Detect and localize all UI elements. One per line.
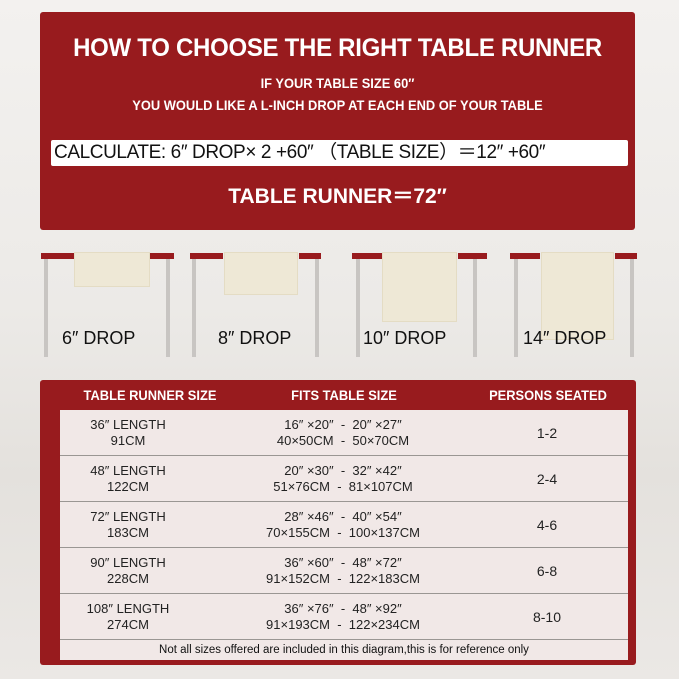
footnote: Not all sizes offered are included in th…: [159, 644, 529, 656]
runner-drop: [224, 252, 298, 295]
calculation-formula: CALCULATE: 6″ DROP× 2 +60″ （TABLE SIZE）＝…: [51, 140, 628, 166]
runner-length-cm: 274CM: [107, 617, 149, 632]
runner-length-in: 36″ LENGTH: [90, 417, 166, 432]
runner-length-in: 90″ LENGTH: [90, 555, 166, 570]
runner-length-cm: 91CM: [110, 433, 146, 448]
table-leg: [630, 259, 634, 357]
fit-inches: 36″ ×60″ - 48″ ×72″: [284, 555, 402, 570]
persons-seated-cell: 4-6: [536, 517, 558, 533]
table-leg: [514, 259, 518, 357]
runner-length-in: 48″ LENGTH: [90, 463, 166, 478]
header-persons-seated: PERSONS SEATED: [489, 387, 607, 403]
runner-size-cell: 72″ LENGTH 183CM: [60, 502, 196, 548]
runner-size-cell: 108″ LENGTH 274CM: [60, 594, 196, 640]
runner-size-cell: 90″ LENGTH 228CM: [60, 548, 196, 594]
persons-seated-cell: 6-8: [536, 563, 558, 579]
fit-cm: 91×152CM - 122×183CM: [266, 571, 420, 586]
drop-label: 6″ DROP: [62, 328, 136, 348]
page-title: HOW TO CHOOSE THE RIGHT TABLE RUNNER: [73, 34, 602, 62]
fits-table-size-cell: 36″ ×60″ - 48″ ×72″ 91×152CM - 122×183CM: [243, 548, 443, 594]
table-top-left: [41, 253, 74, 259]
runner-length-in: 72″ LENGTH: [90, 509, 166, 524]
persons-seated-cell: 1-2: [536, 425, 558, 441]
header-runner-size: TABLE RUNNER SIZE: [83, 387, 217, 403]
table-top-left: [190, 253, 223, 259]
calculation-panel: HOW TO CHOOSE THE RIGHT TABLE RUNNER IF …: [40, 12, 635, 230]
runner-size-cell: 48″ LENGTH 122CM: [60, 456, 196, 502]
fit-inches: 20″ ×30″ - 32″ ×42″: [284, 463, 402, 478]
fit-cm: 40×50CM - 50×70CM: [276, 433, 410, 448]
intro-line-1: IF YOUR TABLE SIZE 60″: [260, 75, 415, 91]
runner-size-cell: 36″ LENGTH 91CM: [60, 410, 196, 456]
runner-length-cm: 228CM: [107, 571, 149, 586]
runner-drop: [541, 252, 614, 340]
table-leg: [356, 259, 360, 357]
drop-label: 14″ DROP: [523, 328, 607, 348]
fit-cm: 70×155CM - 100×137CM: [266, 525, 420, 540]
fit-cm: 91×193CM - 122×234CM: [266, 617, 420, 632]
table-top-right: [458, 253, 487, 259]
table-top-right: [150, 253, 174, 259]
runner-length-cm: 183CM: [107, 525, 149, 540]
table-row: 108″ LENGTH 274CM 36″ ×76″ - 48″ ×92″ 91×1…: [60, 594, 628, 640]
fits-table-size-cell: 16″ ×20″ - 20″ ×27″ 40×50CM - 50×70CM: [243, 410, 443, 456]
runner-length-cm: 122CM: [107, 479, 149, 494]
fits-table-size-cell: 36″ ×76″ - 48″ ×92″ 91×193CM - 122×234CM: [243, 594, 443, 640]
table-row: 72″ LENGTH 183CM 28″ ×46″ - 40″ ×54″ 70×15…: [60, 502, 628, 548]
fits-table-size-cell: 20″ ×30″ - 32″ ×42″ 51×76CM - 81×107CM: [243, 456, 443, 502]
table-leg: [192, 259, 196, 357]
fit-inches: 36″ ×76″ - 48″ ×92″: [284, 601, 402, 616]
table-leg: [315, 259, 319, 357]
fit-inches: 28″ ×46″ - 40″ ×54″: [284, 509, 402, 524]
table-row: 90″ LENGTH 228CM 36″ ×60″ - 48″ ×72″ 91×15…: [60, 548, 628, 594]
size-table: TABLE RUNNER SIZE FITS TABLE SIZE PERSON…: [40, 380, 636, 665]
runner-length-in: 108″ LENGTH: [86, 601, 170, 616]
table-top-right: [299, 253, 321, 259]
table-top-right: [615, 253, 637, 259]
table-leg: [44, 259, 48, 357]
fit-cm: 51×76CM - 81×107CM: [273, 479, 413, 494]
header-fits-table-size: FITS TABLE SIZE: [291, 387, 397, 403]
fits-table-size-cell: 28″ ×46″ - 40″ ×54″ 70×155CM - 100×137CM: [243, 502, 443, 548]
table-leg: [473, 259, 477, 357]
table-leg: [166, 259, 170, 357]
table-row: 48″ LENGTH 122CM 20″ ×30″ - 32″ ×42″ 51×76…: [60, 456, 628, 502]
drop-label: 8″ DROP: [218, 328, 292, 348]
drop-label: 10″ DROP: [363, 328, 447, 348]
intro-line-2: YOU WOULD LIKE A L-INCH DROP AT EACH END…: [132, 97, 543, 113]
calculation-result: TABLE RUNNER＝72″: [228, 185, 447, 208]
table-top-left: [510, 253, 540, 259]
persons-seated-cell: 8-10: [532, 609, 562, 625]
runner-drop: [74, 252, 150, 287]
fit-inches: 16″ ×20″ - 20″ ×27″: [284, 417, 402, 432]
table-top-left: [352, 253, 382, 259]
runner-drop: [382, 252, 457, 322]
table-row: 36″ LENGTH 91CM 16″ ×20″ - 20″ ×27″ 40×50C…: [60, 410, 628, 456]
persons-seated-cell: 2-4: [536, 471, 558, 487]
